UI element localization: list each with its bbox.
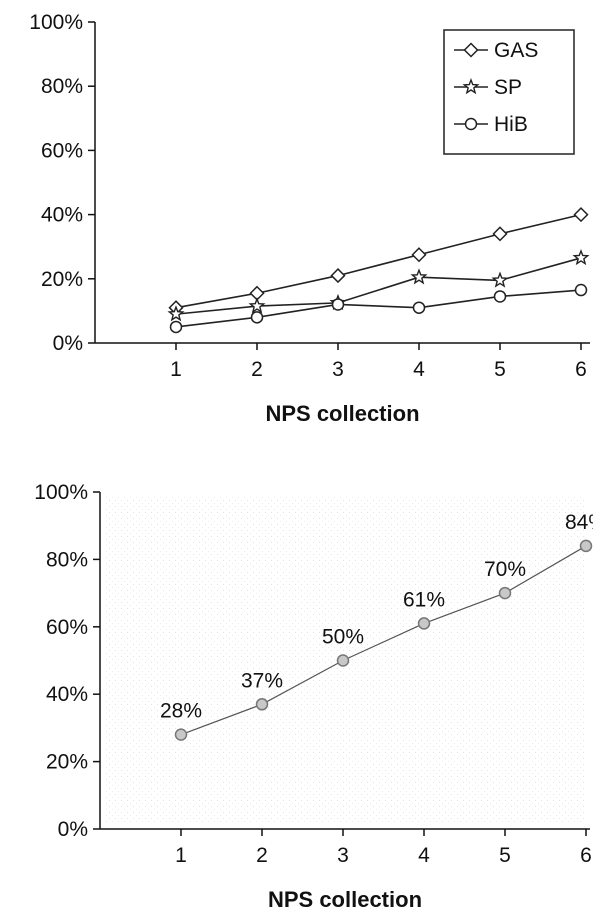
series-line-main — [180, 545, 587, 736]
data-label: 37% — [241, 669, 283, 692]
x-tick-label: 3 — [332, 358, 344, 381]
data-label: 84% — [565, 511, 593, 534]
y-tick-label: 100% — [34, 481, 88, 504]
y-tick-label: 100% — [29, 11, 83, 34]
x-tick-label: 6 — [575, 358, 587, 381]
y-tick-label: 20% — [46, 751, 88, 774]
x-tick-label: 1 — [170, 358, 182, 381]
data-point-sp — [167, 305, 185, 322]
x-tick-label: 3 — [337, 844, 349, 867]
series-line-sp — [175, 257, 582, 315]
y-tick-label: 40% — [41, 204, 83, 227]
x-tick-label: 4 — [413, 358, 425, 381]
data-point-main — [174, 728, 188, 741]
top-chart: 0% 20% 40% 60% 80% 100% 1 2 3 4 5 6 NPS collection GA… — [29, 11, 590, 426]
data-label: 61% — [403, 588, 445, 611]
y-tick-label: 60% — [46, 616, 88, 639]
data-label: 28% — [160, 700, 202, 723]
legend-marker-gas — [463, 42, 479, 58]
data-point-hib — [331, 298, 345, 311]
data-point-sp — [410, 268, 428, 285]
data-point-hib — [412, 301, 426, 314]
y-tick-label: 80% — [46, 548, 88, 571]
x-axis-title: NPS collection — [268, 887, 422, 912]
y-tick-label: 0% — [58, 818, 88, 841]
legend-label-sp: SP — [494, 76, 522, 99]
data-point-sp — [248, 297, 266, 314]
bottom-chart: 0% 20% 40% 60% 80% 100% 1 2 3 4 5 6 NPS collection 28… — [34, 481, 593, 912]
data-label: 70% — [484, 558, 526, 581]
y-tick-label: 80% — [41, 75, 83, 98]
data-point-main — [498, 586, 512, 600]
legend-marker-sp — [462, 78, 480, 95]
x-tick-label: 2 — [251, 358, 263, 381]
data-point-sp — [572, 248, 590, 266]
y-tick-label: 20% — [41, 268, 83, 291]
series-line-hib — [175, 289, 582, 328]
data-point-main — [579, 539, 593, 553]
data-point-sp — [491, 271, 509, 288]
legend-marker-hib — [464, 117, 478, 131]
data-label: 50% — [322, 626, 364, 649]
data-point-gas — [330, 268, 346, 284]
data-point-hib — [574, 283, 588, 297]
data-point-gas — [492, 226, 508, 242]
x-tick-label: 5 — [494, 358, 506, 381]
data-point-gas — [573, 207, 589, 223]
data-point-hib — [250, 311, 264, 324]
x-tick-label: 2 — [256, 844, 268, 867]
x-tick-label: 1 — [175, 844, 187, 867]
data-point-main — [417, 617, 431, 630]
x-tick-label: 5 — [499, 844, 511, 867]
data-point-hib — [493, 290, 507, 303]
data-point-main — [255, 698, 269, 711]
x-axis-title: NPS collection — [265, 401, 419, 426]
y-tick-label: 0% — [53, 332, 83, 355]
legend-label-hib: HiB — [494, 113, 528, 136]
data-point-gas — [411, 247, 427, 263]
x-tick-label: 6 — [580, 844, 592, 867]
y-tick-label: 40% — [46, 683, 88, 706]
y-tick-label: 60% — [41, 139, 83, 162]
legend-label-gas: GAS — [494, 39, 538, 62]
series-line-gas — [175, 213, 582, 309]
x-tick-label: 4 — [418, 844, 430, 867]
data-point-hib — [169, 320, 183, 334]
data-point-main — [336, 654, 350, 667]
